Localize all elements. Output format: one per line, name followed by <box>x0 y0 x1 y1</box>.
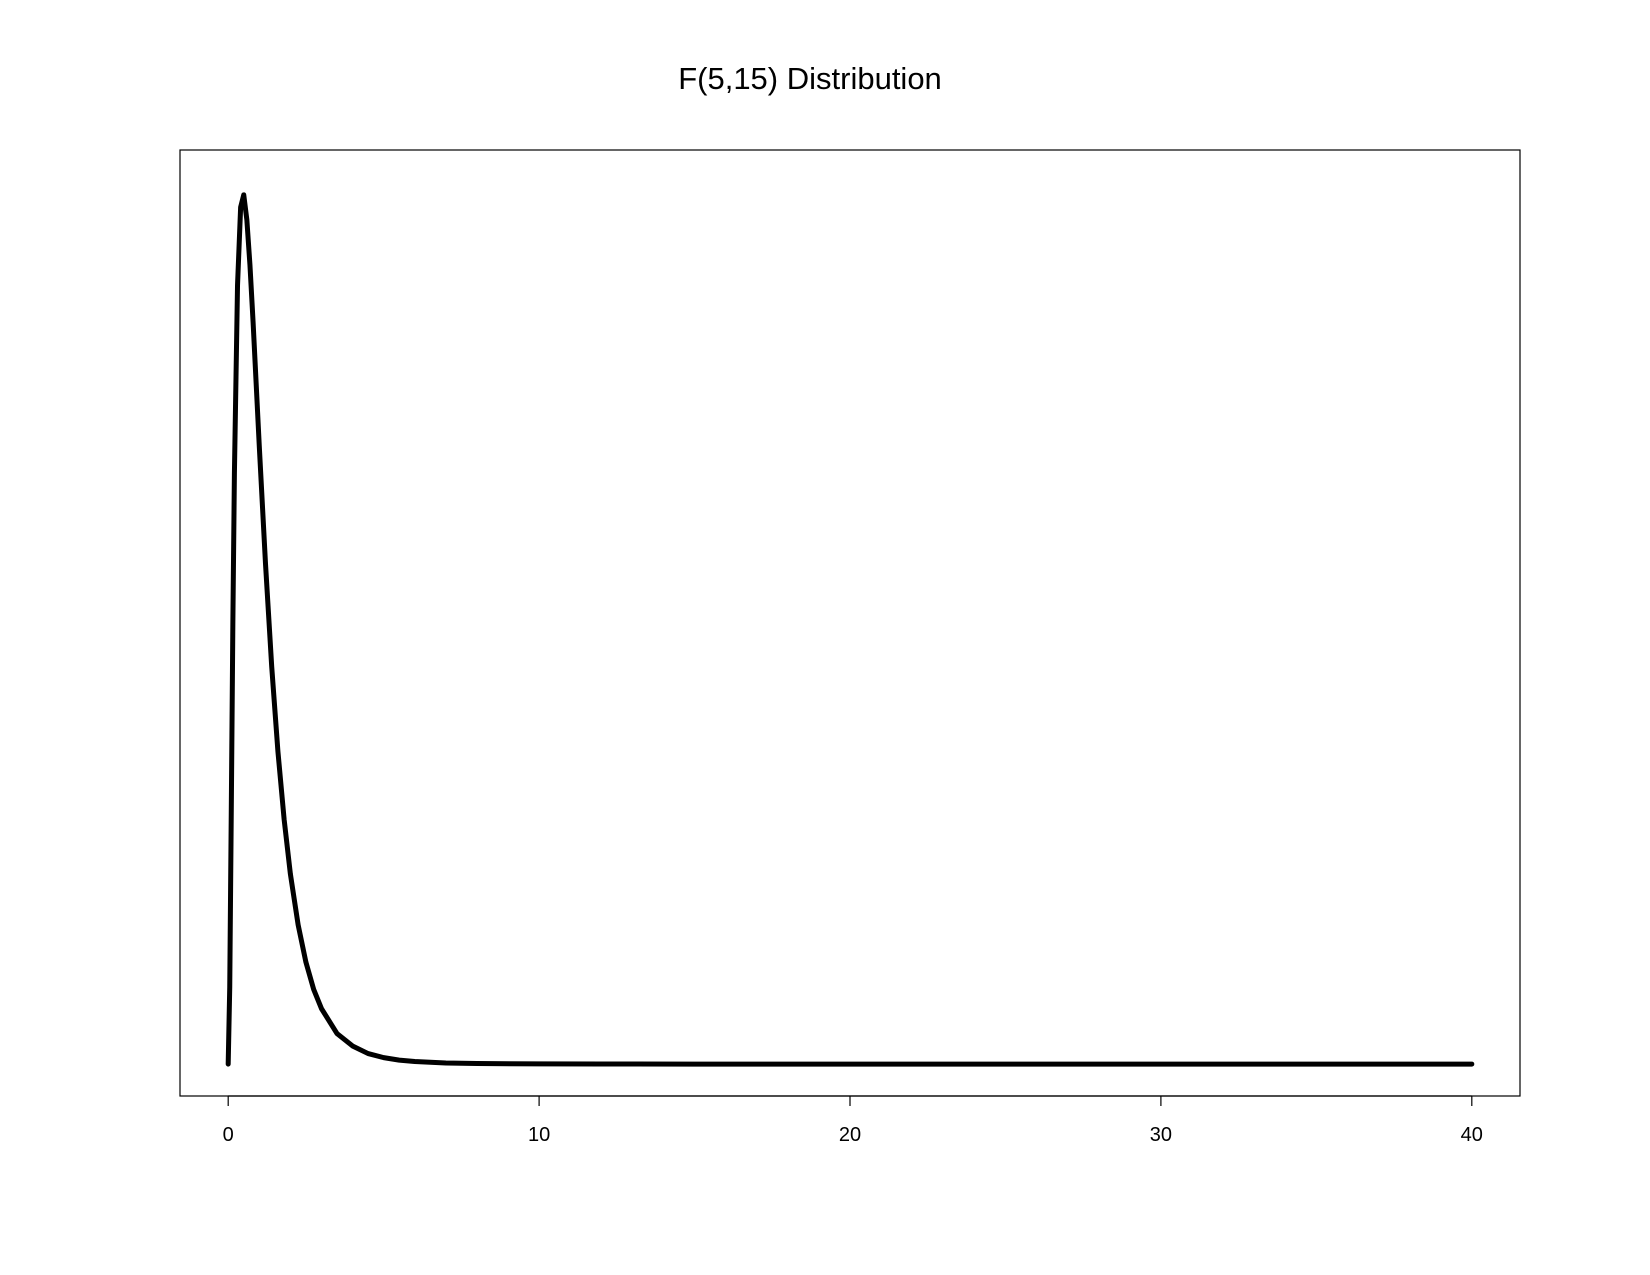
plot-frame <box>179 149 1521 1097</box>
chart-title: F(5,15) Distribution <box>678 61 942 96</box>
x-tick-label: 40 <box>1461 1124 1483 1146</box>
x-tick-label: 20 <box>839 1124 861 1146</box>
x-tick-label: 0 <box>223 1124 234 1146</box>
x-tick-label: 10 <box>528 1124 550 1146</box>
density-curve <box>225 192 1475 1067</box>
x-tick-label: 30 <box>1150 1124 1172 1146</box>
x-axis: 0 10 20 30 40 <box>223 1095 1483 1146</box>
series-layer <box>225 192 1475 1067</box>
